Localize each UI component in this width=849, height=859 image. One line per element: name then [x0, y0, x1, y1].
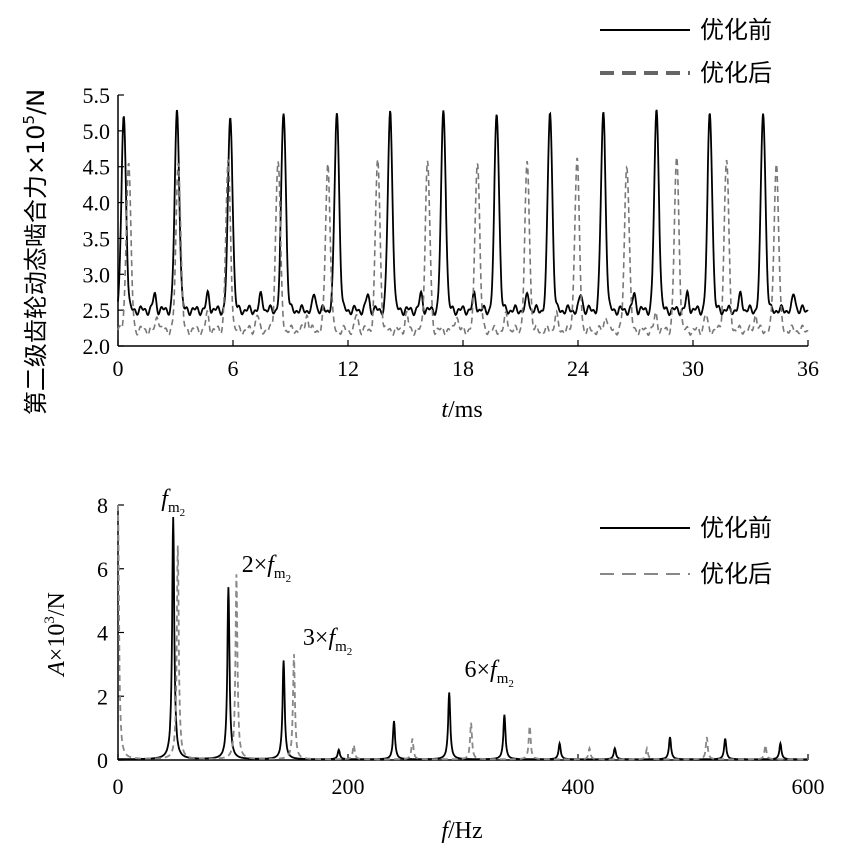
top-ylabel-text: 第二级齿轮动态啮合力×10: [22, 124, 50, 415]
top-y-tick-label: 2.5: [83, 298, 111, 323]
bottom-legend-label-after: 优化后: [700, 560, 772, 588]
top-xlabel-italic: t: [441, 397, 449, 423]
bottom-legend: 优化前 优化后: [600, 514, 772, 588]
top-series-before-line: [117, 109, 809, 317]
top-y-tick-label: 4.5: [83, 155, 111, 180]
top-x-tick-label: 0: [113, 356, 124, 381]
top-y-tick-label: 5.5: [83, 83, 111, 108]
svg-text:第二级齿轮动态啮合力×105/N: 第二级齿轮动态啮合力×105/N: [20, 89, 50, 415]
bottom-annotations: fm2 2×fm2 3×fm2 6×fm2: [161, 486, 514, 690]
top-x-tick-label: 18: [452, 356, 474, 381]
top-y-tick-label: 3.0: [83, 262, 111, 287]
top-series-after-line: [117, 154, 809, 337]
top-tick-labels: 0 6 12 18 24 30 36 2.0 2.5 3.0 3.5 4.0 4.5 5.0 5.5: [83, 83, 820, 381]
svg-text:A×103/N: A×103/N: [42, 592, 70, 678]
top-xlabel-unit: /ms: [448, 397, 483, 423]
bottom-ylabel-exp: 3: [42, 616, 58, 624]
bottom-xlabel-unit: /Hz: [448, 818, 483, 844]
bottom-series-after-line: [117, 504, 808, 761]
top-x-tick-label: 24: [567, 356, 589, 381]
bottom-annotation-label: 6×fm2: [465, 657, 514, 690]
bottom-series-group: [117, 504, 808, 761]
bottom-y-tick-label: 6: [97, 557, 108, 582]
top-legend: 优化前 优化后: [600, 16, 772, 87]
top-y-tick-label: 2.0: [83, 334, 111, 359]
top-legend-label-before: 优化前: [700, 16, 772, 44]
top-series-group: [117, 109, 809, 337]
bottom-x-tick-label: 600: [792, 774, 825, 799]
bottom-annotation-label: fm2: [161, 486, 185, 519]
bottom-ylabel-unit: /N: [44, 592, 70, 616]
bottom-y-tick-label: 2: [97, 684, 108, 709]
bottom-annotation-label: 3×fm2: [303, 625, 352, 658]
frequency-spectrum-chart: 0 200 400 600 0 2 4 6 8 fm2 2×fm2 3×fm2 6×fm2 A×103…: [42, 486, 825, 844]
time-domain-chart: 0 6 12 18 24 30 36 2.0 2.5 3.0 3.5 4.0 4.5 5.0 5.5 第二级…: [20, 16, 819, 423]
bottom-ylabel-text: ×10: [44, 624, 70, 662]
bottom-ylabel-italic: A: [44, 661, 70, 678]
top-ylabel-exp: 5: [20, 115, 38, 125]
top-x-axis-label: t/ms: [441, 397, 482, 423]
top-y-axis-label: 第二级齿轮动态啮合力×105/N: [20, 89, 50, 415]
top-legend-label-after: 优化后: [700, 59, 772, 87]
top-x-tick-label: 12: [337, 356, 359, 381]
bottom-x-tick-label: 0: [113, 774, 124, 799]
bottom-legend-label-before: 优化前: [700, 514, 772, 542]
bottom-y-tick-label: 4: [97, 621, 108, 646]
bottom-x-tick-label: 200: [332, 774, 365, 799]
top-y-tick-label: 3.5: [83, 226, 111, 251]
bottom-axes: [117, 504, 809, 761]
bottom-tick-labels: 0 200 400 600 0 2 4 6 8: [97, 493, 825, 799]
bottom-x-axis-label: f/Hz: [441, 818, 482, 844]
bottom-xlabel-italic: f: [441, 818, 451, 844]
bottom-y-tick-label: 8: [97, 493, 108, 518]
top-y-tick-label: 4.0: [83, 191, 111, 216]
top-x-tick-label: 36: [797, 356, 819, 381]
bottom-y-axis-label: A×103/N: [42, 592, 70, 678]
bottom-y-tick-label: 0: [97, 748, 108, 773]
bottom-series-before-line: [118, 516, 808, 761]
top-x-tick-label: 6: [228, 356, 239, 381]
top-axes: [117, 94, 809, 347]
top-x-tick-label: 30: [682, 356, 704, 381]
bottom-annotation-label: 2×fm2: [242, 552, 291, 585]
top-y-tick-label: 5.0: [83, 119, 111, 144]
top-ylabel-unit: /N: [22, 89, 50, 115]
bottom-x-tick-label: 400: [562, 774, 595, 799]
